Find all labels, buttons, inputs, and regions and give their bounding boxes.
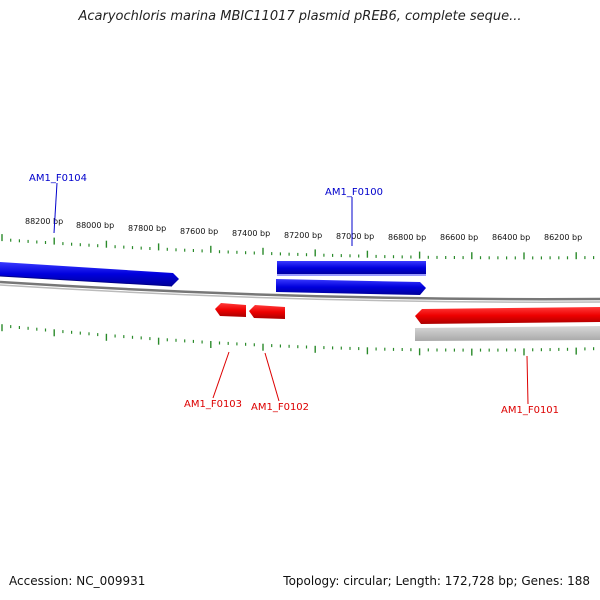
tick-label: 87800 bp xyxy=(128,224,166,233)
gene-forward-unlabeled[interactable] xyxy=(276,279,426,295)
gene-label[interactable]: AM1_F0104 xyxy=(29,173,87,184)
leader-line xyxy=(264,352,280,402)
genome-backbone-shadow xyxy=(0,284,600,303)
tick-label: 86800 bp xyxy=(388,233,426,242)
gene-AM1_F0101[interactable] xyxy=(415,307,600,341)
inner-ruler xyxy=(1,324,595,356)
tick-label: 87400 bp xyxy=(232,229,270,238)
tick-label: 87200 bp xyxy=(284,231,322,240)
gene-label[interactable]: AM1_F0101 xyxy=(501,405,559,416)
genome-backbone xyxy=(0,280,600,301)
tick-label: 88200 bp xyxy=(25,217,63,226)
accession-text: Accession: NC_009931 xyxy=(9,574,146,588)
tick-label: 88000 bp xyxy=(76,221,114,230)
gene-AM1_F0102[interactable] xyxy=(249,305,285,319)
ruler-labels: 88200 bp 88000 bp 87800 bp 87600 bp 8740… xyxy=(25,217,582,242)
tick-label: 86600 bp xyxy=(440,233,478,242)
gene-AM1_F0100[interactable] xyxy=(277,261,426,276)
gene-AM1_F0104[interactable] xyxy=(0,262,179,287)
tick-label: 86400 bp xyxy=(492,233,530,242)
tick-label: 87000 bp xyxy=(336,232,374,241)
gene-AM1_F0103[interactable] xyxy=(215,303,246,317)
topology-summary: Topology: circular; Length: 172,728 bp; … xyxy=(283,574,590,588)
gene-label[interactable]: AM1_F0103 xyxy=(184,399,242,410)
gene-label[interactable]: AM1_F0100 xyxy=(325,187,383,198)
leader-line xyxy=(526,355,529,405)
leader-line xyxy=(212,351,230,399)
map-title: Acaryochloris marina MBIC11017 plasmid p… xyxy=(78,9,522,24)
leader-line xyxy=(53,182,58,234)
outer-ruler xyxy=(1,234,595,260)
tick-label: 86200 bp xyxy=(544,233,582,242)
tick-label: 87600 bp xyxy=(180,227,218,236)
gene-label[interactable]: AM1_F0102 xyxy=(251,402,309,413)
